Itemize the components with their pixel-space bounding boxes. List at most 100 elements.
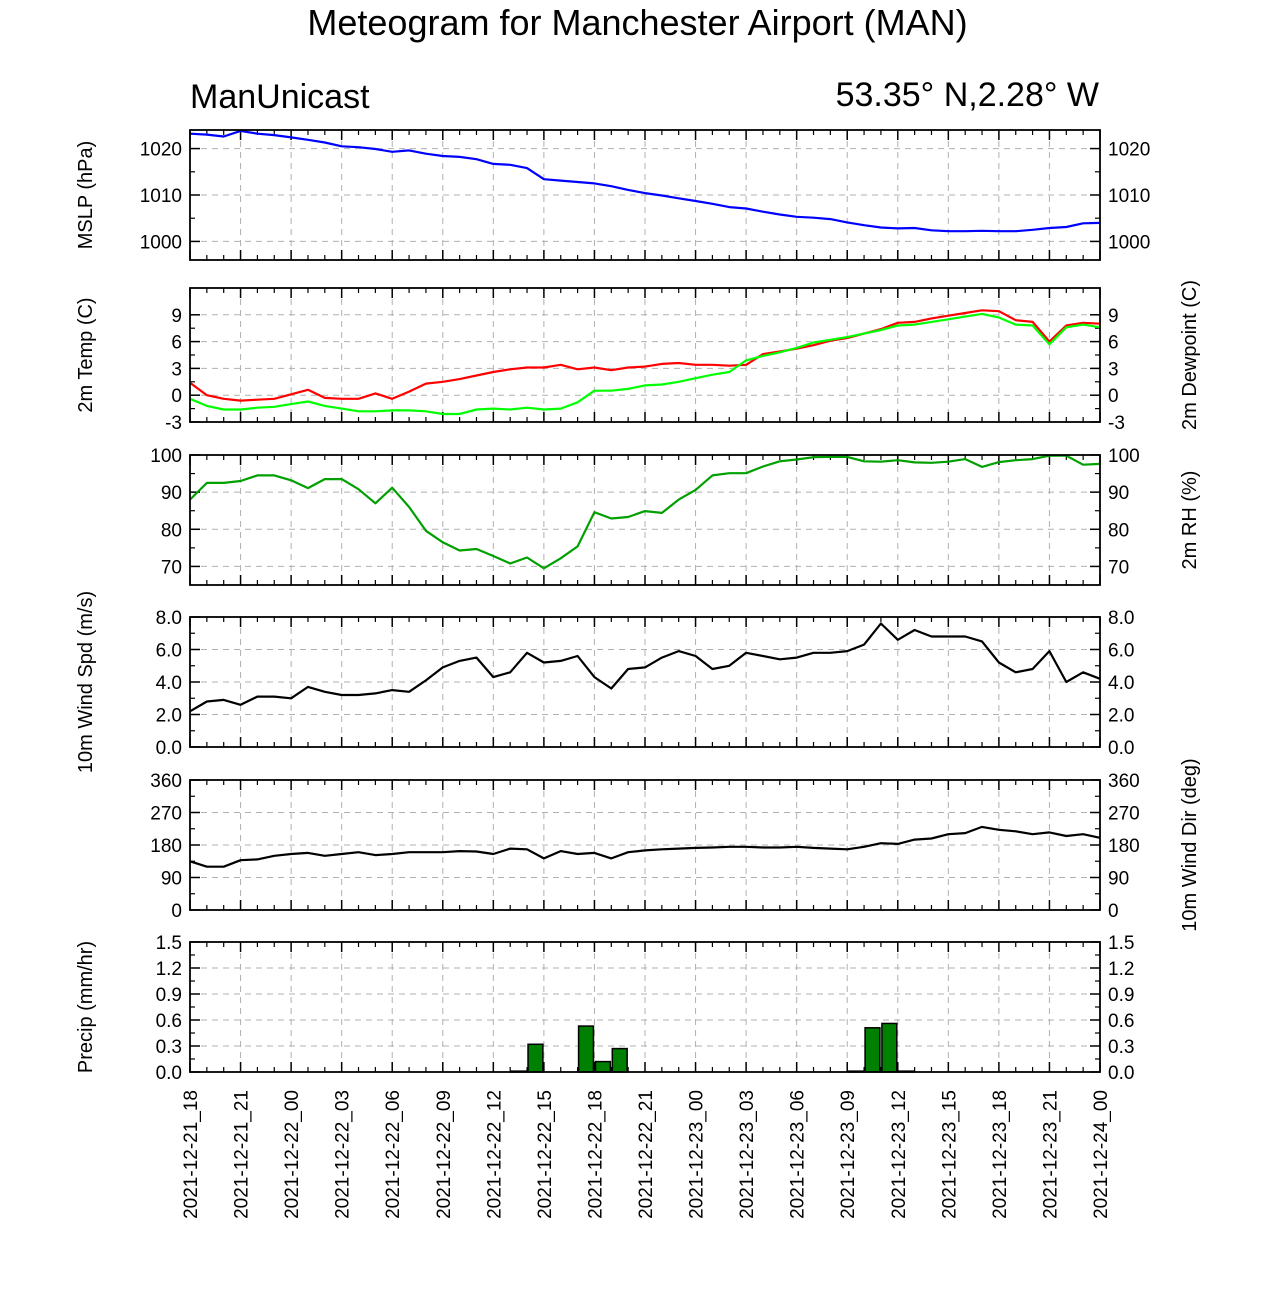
y-tick-label-right: 90 — [1108, 483, 1129, 504]
panel-temp: -3 -3 0 0 3 3 6 6 9 9 2m Temp (C) 2m Dewpoint (C) — [75, 280, 1201, 434]
x-tick-label: 2021-12-23_15 — [939, 1090, 960, 1219]
y-tick-label-right: 1010 — [1108, 186, 1150, 207]
x-tick-label: 2021-12-22_18 — [585, 1090, 606, 1219]
precip-bar — [577, 1025, 595, 1073]
y-tick-label-right: 0.6 — [1108, 1011, 1134, 1032]
x-tick-label: 2021-12-21_18 — [181, 1090, 202, 1219]
model-label: ManUnicast — [190, 78, 370, 116]
y-tick-label-right: 270 — [1108, 804, 1140, 825]
y-tick-label-left: 90 — [161, 483, 182, 504]
y-tick-label-left: 70 — [161, 557, 182, 578]
x-tick-label: 2021-12-22_00 — [282, 1090, 303, 1219]
precip-bar — [881, 1022, 898, 1073]
y-tick-label-left: 1.5 — [156, 933, 182, 954]
x-tick-label: 2021-12-22_12 — [484, 1090, 505, 1219]
temp-temp-line — [189, 309, 1101, 402]
y-tick-label-left: 1000 — [140, 232, 182, 253]
y-tick-label-left: 0 — [171, 901, 182, 922]
y-tick-label-left: 270 — [150, 804, 182, 825]
y-tick-label-right: 1020 — [1108, 140, 1150, 161]
precip-bar — [594, 1060, 612, 1073]
y-tick-label-right: 0 — [1108, 901, 1119, 922]
y-tick-label-left: 0.6 — [156, 1011, 182, 1032]
precip-bar — [527, 1043, 544, 1073]
y-tick-label-right: 1.2 — [1108, 959, 1134, 980]
y-tick-label-left: 0.3 — [156, 1037, 182, 1058]
chart-title: Meteogram for Manchester Airport (MAN) — [307, 2, 968, 43]
x-tick-label: 2021-12-21_21 — [232, 1090, 253, 1219]
y-tick-label-right: 360 — [1108, 771, 1140, 792]
x-tick-label: 2021-12-23_00 — [687, 1090, 708, 1219]
y-axis-label-left: 10m Wind Spd (m/s) — [75, 591, 97, 773]
y-axis-label-left: Precip (mm/hr) — [75, 941, 97, 1073]
y-tick-label-left: 4.0 — [156, 673, 182, 694]
x-tick-label: 2021-12-22_03 — [333, 1090, 354, 1219]
panel-mslp: 1000 1000 1010 1010 1020 1020 MSLP (hPa) — [75, 129, 1150, 261]
y-axis-label-left: 2m Temp (C) — [75, 297, 97, 412]
x-tick-label: 2021-12-23_12 — [889, 1090, 910, 1219]
y-tick-label-right: 6.0 — [1108, 641, 1134, 662]
panel-rh: 70 70 80 80 90 90 100 100 2m RH (%) — [150, 446, 1201, 586]
rh-rh-line — [189, 454, 1101, 570]
y-tick-label-left: 9 — [171, 306, 182, 327]
y-tick-label-left: 180 — [150, 836, 182, 857]
y-tick-label-right: 0 — [1108, 386, 1119, 407]
y-tick-label-right: 9 — [1108, 306, 1119, 327]
y-tick-label-left: 1020 — [140, 140, 182, 161]
wspd-wind-line — [189, 622, 1101, 713]
y-tick-label-left: 6 — [171, 333, 182, 354]
x-tick-label: 2021-12-22_09 — [434, 1090, 455, 1219]
y-tick-label-right: 0.0 — [1108, 1063, 1134, 1084]
x-tick-label: 2021-12-23_18 — [990, 1090, 1011, 1219]
y-axis-label-right: 2m RH (%) — [1179, 471, 1201, 570]
y-tick-label-right: 100 — [1108, 446, 1140, 467]
y-tick-label-left: 360 — [150, 771, 182, 792]
y-axis-label-left: MSLP (hPa) — [75, 141, 97, 250]
mslp-mslp-line — [189, 129, 1101, 233]
y-tick-label-right: 0.0 — [1108, 738, 1134, 759]
precip-bar — [611, 1047, 628, 1073]
panel-frame — [189, 616, 1101, 748]
y-tick-label-right: 6 — [1108, 333, 1119, 354]
y-axis-label-right: 10m Wind Dir (deg) — [1179, 758, 1201, 931]
y-tick-label-right: 90 — [1108, 869, 1129, 890]
y-tick-label-right: 3 — [1108, 359, 1119, 380]
temp-dewpoint-line — [189, 312, 1101, 416]
panel-frame — [189, 129, 1101, 261]
x-tick-label: 2021-12-23_21 — [1040, 1090, 1061, 1219]
y-tick-label-left: 0 — [171, 386, 182, 407]
y-tick-label-left: 6.0 — [156, 641, 182, 662]
x-tick-label: 2021-12-23_06 — [788, 1090, 809, 1219]
y-tick-label-right: 8.0 — [1108, 608, 1134, 629]
precip-bar — [864, 1027, 881, 1073]
x-axis-labels: 2021-12-21_18 2021-12-21_21 2021-12-22_00 2… — [181, 1090, 1112, 1219]
y-tick-label-right: 2.0 — [1108, 706, 1134, 727]
y-tick-label-right: 1000 — [1108, 232, 1150, 253]
y-tick-label-left: 0.0 — [156, 738, 182, 759]
y-tick-label-left: 0.9 — [156, 985, 182, 1006]
y-tick-label-left: -3 — [165, 413, 182, 434]
panel-frame — [189, 454, 1101, 586]
y-tick-label-right: 0.3 — [1108, 1037, 1134, 1058]
y-tick-label-left: 2.0 — [156, 706, 182, 727]
y-axis-label-right: 2m Dewpoint (C) — [1179, 280, 1201, 430]
x-tick-label: 2021-12-22_15 — [535, 1090, 556, 1219]
x-tick-label: 2021-12-24_00 — [1091, 1090, 1112, 1219]
x-tick-label: 2021-12-23_03 — [737, 1090, 758, 1219]
wdir-wind-line — [189, 825, 1101, 868]
panel-frame — [189, 941, 1101, 1073]
x-tick-label: 2021-12-22_06 — [383, 1090, 404, 1219]
y-tick-label-right: 180 — [1108, 836, 1140, 857]
y-tick-label-left: 8.0 — [156, 608, 182, 629]
panel-frame — [189, 779, 1101, 911]
y-tick-label-right: -3 — [1108, 413, 1125, 434]
y-tick-label-left: 80 — [161, 520, 182, 541]
y-tick-label-right: 0.9 — [1108, 985, 1134, 1006]
panel-precip: 0.0 0.0 0.3 0.3 0.6 0.6 0.9 0.9 1.2 1.2 1.5 1.5 Prec… — [75, 933, 1134, 1084]
y-tick-label-left: 0.0 — [156, 1063, 182, 1084]
y-tick-label-right: 80 — [1108, 520, 1129, 541]
panel-frame — [189, 287, 1101, 423]
location-coordinates: 53.35° N,2.28° W — [835, 76, 1099, 114]
panel-wspd: 0.0 0.0 2.0 2.0 4.0 4.0 6.0 6.0 8.0 8.0 10m Wind S… — [75, 591, 1134, 773]
